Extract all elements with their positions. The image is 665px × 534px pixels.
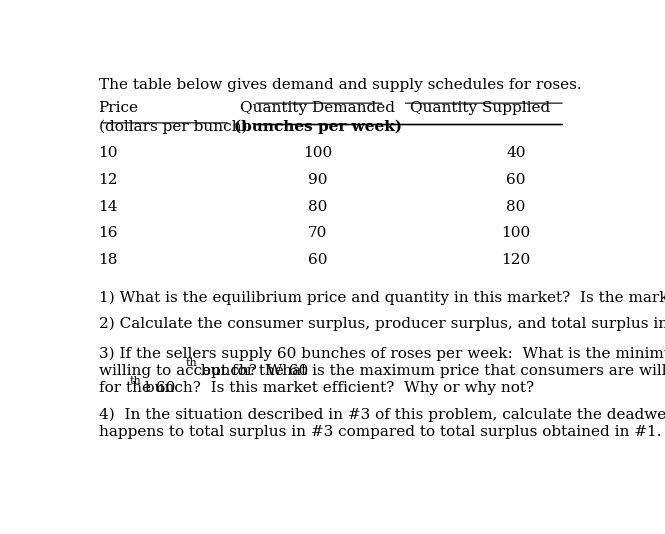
Text: (dollars per bunch): (dollars per bunch)	[98, 120, 247, 134]
Text: 10: 10	[98, 146, 118, 160]
Text: 60: 60	[308, 253, 327, 267]
Text: bunch?  Is this market efficient?  Why or why not?: bunch? Is this market efficient? Why or …	[140, 381, 534, 395]
Text: th: th	[186, 358, 198, 368]
Text: (bunches per week): (bunches per week)	[233, 120, 402, 134]
Text: happens to total surplus in #3 compared to total surplus obtained in #1.: happens to total surplus in #3 compared …	[98, 425, 661, 439]
Text: The table below gives demand and supply schedules for roses.: The table below gives demand and supply …	[98, 78, 581, 92]
Text: th: th	[130, 376, 142, 386]
Text: 18: 18	[98, 253, 118, 267]
Text: Quantity Demanded: Quantity Demanded	[240, 101, 395, 115]
Text: 40: 40	[506, 146, 526, 160]
Text: 120: 120	[501, 253, 531, 267]
Text: 16: 16	[98, 226, 118, 240]
Text: Quantity Supplied: Quantity Supplied	[410, 101, 550, 115]
Text: 3) If the sellers supply 60 bunches of roses per week:  What is the minimum pric: 3) If the sellers supply 60 bunches of r…	[98, 347, 665, 361]
Text: 70: 70	[308, 226, 327, 240]
Text: 14: 14	[98, 200, 118, 214]
Text: 4)  In the situation described in #3 of this problem, calculate the deadweight l: 4) In the situation described in #3 of t…	[98, 408, 665, 422]
Text: willing to accept for the 60: willing to accept for the 60	[98, 364, 308, 378]
Text: 100: 100	[501, 226, 531, 240]
Text: 12: 12	[98, 173, 118, 187]
Text: 60: 60	[506, 173, 526, 187]
Text: 90: 90	[308, 173, 327, 187]
Text: 80: 80	[308, 200, 327, 214]
Text: bunch?  What is the maximum price that consumers are willing to pay: bunch? What is the maximum price that co…	[196, 364, 665, 378]
Text: 2) Calculate the consumer surplus, producer surplus, and total surplus in the ma: 2) Calculate the consumer surplus, produ…	[98, 317, 665, 331]
Text: 100: 100	[303, 146, 332, 160]
Text: 80: 80	[506, 200, 526, 214]
Text: for the 60: for the 60	[98, 381, 175, 395]
Text: Price: Price	[98, 101, 138, 115]
Text: 1) What is the equilibrium price and quantity in this market?  Is the market eff: 1) What is the equilibrium price and qua…	[98, 290, 665, 304]
